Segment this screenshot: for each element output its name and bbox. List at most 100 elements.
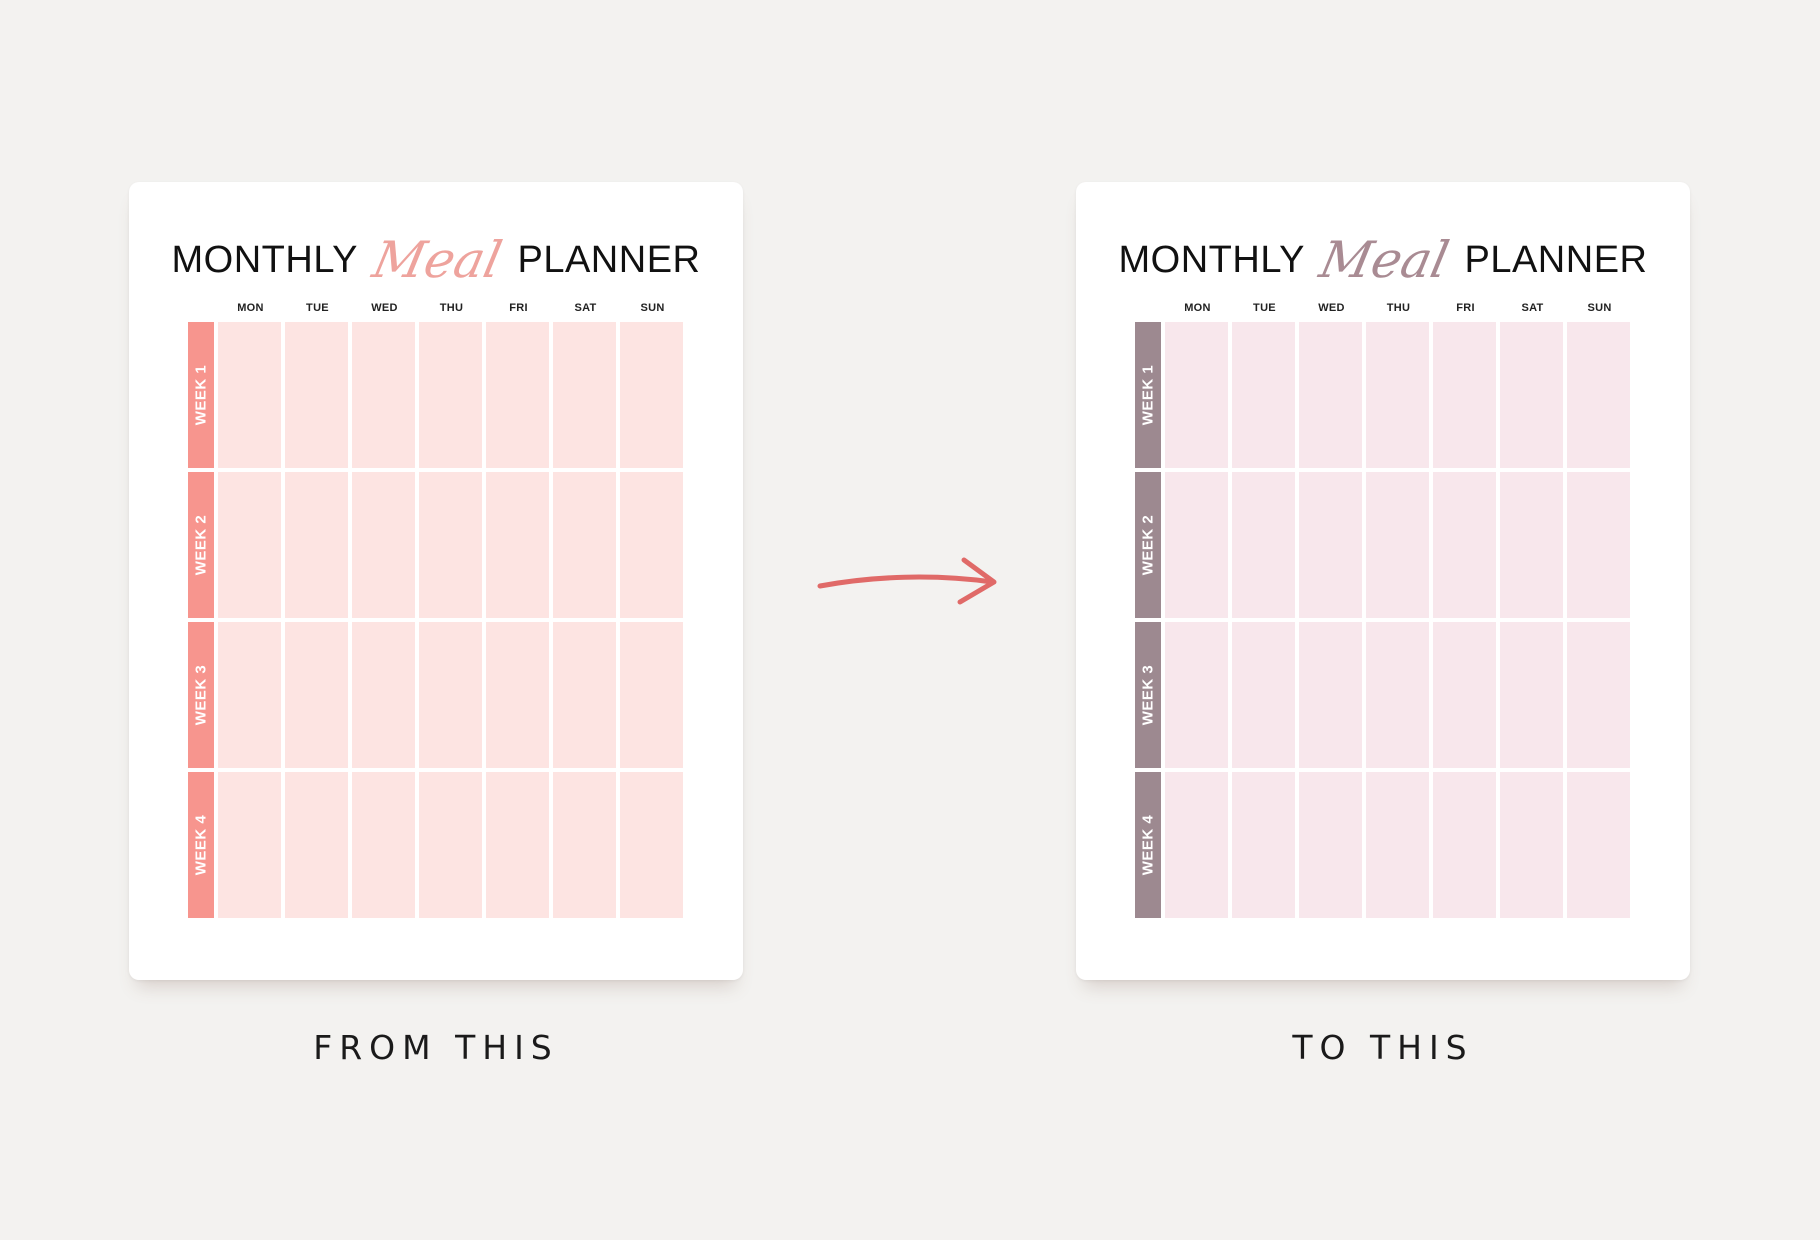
week-row: WEEK 4 <box>1135 772 1630 918</box>
week-label: WEEK 4 <box>1139 814 1157 876</box>
day-cell <box>620 322 683 468</box>
week-tab: WEEK 2 <box>1135 472 1161 618</box>
day-cell <box>1232 472 1295 618</box>
week-row: WEEK 3 <box>1135 622 1630 768</box>
week-label: WEEK 3 <box>192 664 210 726</box>
title-planner: PLANNER <box>1464 239 1648 281</box>
day-label: SAT <box>1521 302 1544 314</box>
day-cell <box>1433 322 1496 468</box>
day-cell <box>1567 622 1630 768</box>
day-cell <box>1165 322 1228 468</box>
week-row: WEEK 3 <box>188 622 683 768</box>
day-cell <box>285 472 348 618</box>
day-cell <box>1433 772 1496 918</box>
day-cell <box>1500 772 1563 918</box>
day-cell <box>486 772 549 918</box>
day-cell <box>352 472 415 618</box>
planner-card-before: MONTHLY Meal PLANNER MON TUE WED THU FRI… <box>129 182 743 980</box>
week-label: WEEK 3 <box>1139 664 1157 726</box>
day-cell <box>419 622 482 768</box>
week-row: WEEK 2 <box>1135 472 1630 618</box>
day-cell <box>1433 472 1496 618</box>
caption-to-this: TO THIS <box>1292 1028 1474 1067</box>
caption-from-this: FROM THIS <box>313 1028 559 1067</box>
day-cell <box>1500 322 1563 468</box>
day-label: WED <box>371 302 398 314</box>
day-label: THU <box>439 302 464 314</box>
day-cell <box>1299 472 1362 618</box>
day-cell <box>218 772 281 918</box>
title-meal-script: Meal <box>368 231 508 289</box>
arrow-right-icon <box>817 557 997 605</box>
day-cell <box>285 322 348 468</box>
day-cell <box>1567 472 1630 618</box>
day-cell <box>486 322 549 468</box>
day-label: FRI <box>1456 302 1475 314</box>
day-cell <box>352 322 415 468</box>
day-cell <box>1567 772 1630 918</box>
week-tab: WEEK 4 <box>1135 772 1161 918</box>
day-cell <box>419 322 482 468</box>
week-tab: WEEK 2 <box>188 472 214 618</box>
day-cell <box>620 772 683 918</box>
day-cell <box>553 772 616 918</box>
day-cell <box>1500 472 1563 618</box>
day-label: TUE <box>306 302 329 314</box>
day-cell <box>285 772 348 918</box>
day-cell <box>352 772 415 918</box>
day-cell <box>1165 772 1228 918</box>
day-cell <box>553 322 616 468</box>
day-cell <box>419 472 482 618</box>
day-label: FRI <box>509 302 528 314</box>
day-cell <box>553 622 616 768</box>
day-cell <box>486 622 549 768</box>
day-cell <box>553 472 616 618</box>
week-tab: WEEK 3 <box>1135 622 1161 768</box>
day-cell <box>1299 322 1362 468</box>
week-label: WEEK 1 <box>192 364 210 426</box>
day-header-row: MON TUE WED THU FRI SAT SUN <box>217 302 689 314</box>
day-cell <box>1567 322 1630 468</box>
day-label: SUN <box>1587 302 1612 314</box>
day-cell <box>1366 622 1429 768</box>
week-row: WEEK 4 <box>188 772 683 918</box>
day-cell <box>419 772 482 918</box>
day-label: WED <box>1318 302 1345 314</box>
week-tab: WEEK 1 <box>1135 322 1161 468</box>
planner-grid: WEEK 1 WEEK 2 WEEK 3 WEEK 4 <box>188 322 683 918</box>
week-label: WEEK 2 <box>1139 514 1157 576</box>
day-cell <box>620 622 683 768</box>
week-row: WEEK 2 <box>188 472 683 618</box>
planner-title: MONTHLY Meal PLANNER <box>129 220 743 300</box>
day-label: MON <box>237 302 264 314</box>
day-cell <box>620 472 683 618</box>
title-planner: PLANNER <box>517 239 701 281</box>
day-label: TUE <box>1253 302 1276 314</box>
day-cell <box>1232 622 1295 768</box>
day-label: SUN <box>640 302 665 314</box>
week-label: WEEK 4 <box>192 814 210 876</box>
day-cell <box>1232 772 1295 918</box>
day-cell <box>1165 472 1228 618</box>
planner-card-after: MONTHLY Meal PLANNER MON TUE WED THU FRI… <box>1076 182 1690 980</box>
day-cell <box>218 622 281 768</box>
day-label: SAT <box>574 302 597 314</box>
day-label: MON <box>1184 302 1211 314</box>
planner-title: MONTHLY Meal PLANNER <box>1076 220 1690 300</box>
week-tab: WEEK 1 <box>188 322 214 468</box>
week-row: WEEK 1 <box>1135 322 1630 468</box>
title-monthly: MONTHLY <box>1118 239 1305 281</box>
day-cell <box>285 622 348 768</box>
week-label: WEEK 2 <box>192 514 210 576</box>
week-tab: WEEK 4 <box>188 772 214 918</box>
day-cell <box>1165 622 1228 768</box>
day-cell <box>1500 622 1563 768</box>
day-cell <box>1299 772 1362 918</box>
day-cell <box>1433 622 1496 768</box>
day-cell <box>1366 322 1429 468</box>
day-cell <box>218 472 281 618</box>
day-cell <box>1366 772 1429 918</box>
day-cell <box>1366 472 1429 618</box>
title-meal-script: Meal <box>1315 231 1455 289</box>
day-cell <box>218 322 281 468</box>
